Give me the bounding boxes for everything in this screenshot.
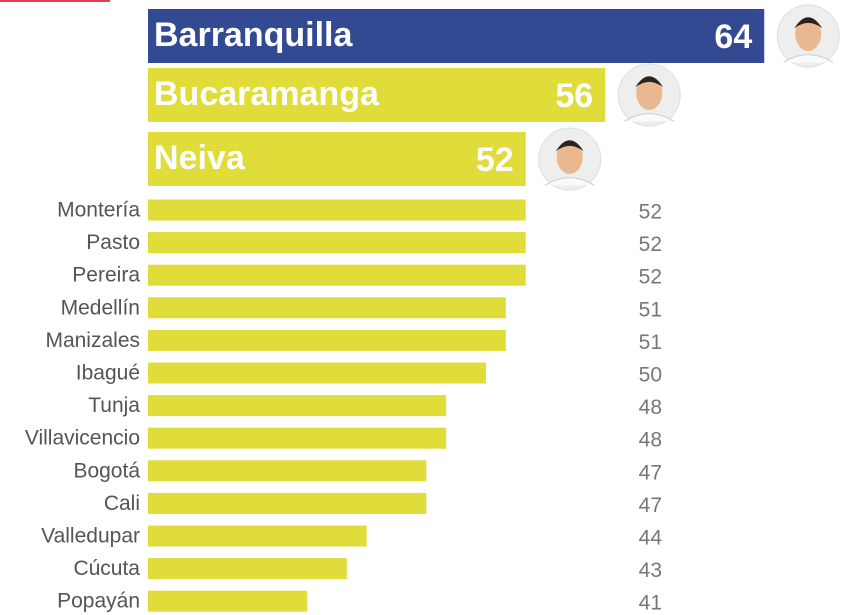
category-label: Pereira [72,264,140,287]
portrait [776,4,840,68]
bar [148,232,526,254]
bar [148,558,347,580]
portrait-body [624,113,675,122]
bar [148,297,506,319]
portrait-body [783,54,834,63]
bar [148,590,308,612]
value-label: 44 [639,527,663,550]
portrait [538,127,602,191]
value-label: 43 [639,559,662,582]
value-label: 47 [639,461,662,484]
bar [148,264,526,286]
bar-category-label: Barranquilla [154,16,353,54]
category-label: Tunja [88,394,140,417]
portrait [617,63,681,127]
portrait-face [795,16,822,52]
value-label: 56 [555,77,593,115]
category-label: Ibagué [76,362,140,385]
accent-line [0,0,110,2]
bar [148,427,447,449]
category-label: Pasto [86,231,140,254]
value-label: 52 [476,141,514,179]
value-label: 52 [639,201,662,224]
bar [148,199,526,221]
bar [148,329,506,351]
bar [148,9,765,63]
bar [148,132,526,186]
value-label: 50 [639,364,662,387]
value-label: 64 [714,18,752,56]
category-label: Medellín [61,296,140,319]
value-label: 47 [639,494,662,517]
bar [148,395,447,417]
portrait-hair [635,76,664,88]
value-label: 48 [639,396,662,419]
portrait-hair [555,140,584,152]
value-label: 52 [639,266,662,289]
value-label: 52 [639,233,662,256]
portrait-face [556,139,583,175]
bar [148,460,427,482]
portrait-body [544,177,595,186]
category-label: Manizales [45,329,140,352]
category-label: Cali [104,492,140,515]
value-label: 41 [639,592,662,615]
category-label: Cúcuta [73,557,140,580]
value-label: 51 [639,331,662,354]
category-label: Villavicencio [25,427,140,450]
portrait-hair [794,17,823,29]
bar [148,525,367,547]
bar [148,362,486,384]
bar-category-label: Neiva [154,139,246,177]
category-label: Valledupar [41,525,140,548]
category-label: Bogotá [73,459,140,482]
portrait-face [636,75,663,111]
category-label: Montería [57,199,140,222]
value-label: 48 [639,429,662,452]
bar [148,492,427,514]
bar [148,68,606,122]
value-label: 51 [639,298,662,321]
bar-category-label: Bucaramanga [154,75,380,113]
category-label: Popayán [57,590,140,613]
